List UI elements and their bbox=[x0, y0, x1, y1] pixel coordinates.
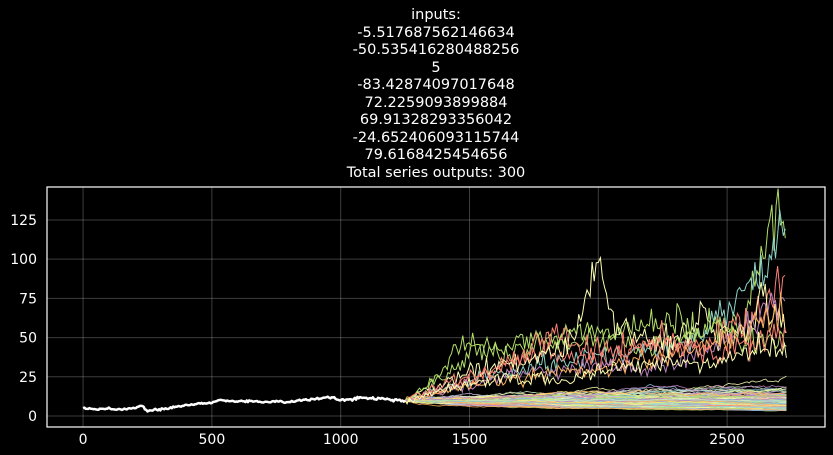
title-line: -50.535416280488256 bbox=[352, 42, 520, 58]
forecast-series-line bbox=[404, 303, 787, 404]
forecast-series-group bbox=[404, 188, 787, 412]
forecast-series-line bbox=[404, 331, 787, 406]
plot-frame bbox=[46, 186, 826, 428]
x-axis: 0 500 1000 1500 2000 2500 bbox=[79, 432, 745, 448]
title-line: -83.42874097017648 bbox=[357, 77, 515, 93]
y-axis: 0 25 50 75 100 125 bbox=[10, 213, 37, 425]
forecast-series-line bbox=[405, 398, 787, 402]
forecast-series-line bbox=[405, 394, 787, 402]
y-tick-label: 50 bbox=[19, 331, 37, 347]
x-tick-label: 0 bbox=[79, 432, 88, 448]
x-tick-label: 2500 bbox=[709, 432, 745, 448]
forecast-series-line bbox=[404, 255, 786, 403]
title-line: 69.91328293356042 bbox=[359, 112, 513, 128]
y-tick-label: 75 bbox=[19, 291, 37, 307]
chart-title: inputs: -5.517687562146634 -50.535416280… bbox=[47, 7, 825, 182]
forecast-series-line bbox=[405, 389, 787, 402]
x-tick-label: 2000 bbox=[580, 432, 616, 448]
x-tick-label: 1500 bbox=[452, 432, 488, 448]
title-line: 79.6168425454656 bbox=[364, 147, 508, 163]
forecast-series-line bbox=[405, 384, 787, 403]
title-line: inputs: bbox=[411, 7, 461, 23]
x-tick-label: 1000 bbox=[323, 432, 359, 448]
title-line: -24.652406093115744 bbox=[352, 129, 520, 146]
y-tick-label: 100 bbox=[10, 252, 37, 268]
forecast-series-line bbox=[404, 188, 786, 401]
forecast-series-line bbox=[404, 292, 786, 401]
x-tick-label: 500 bbox=[199, 432, 226, 448]
y-tick-label: 25 bbox=[19, 370, 37, 386]
title-line: -5.517687562146634 bbox=[357, 24, 515, 41]
grid bbox=[47, 187, 825, 427]
history-series-group bbox=[82, 395, 406, 413]
history-series-line bbox=[82, 395, 406, 413]
forecast-series-line bbox=[404, 320, 787, 404]
title-line: 5 bbox=[431, 59, 441, 76]
forecast-series-line bbox=[405, 400, 787, 411]
y-tick-label: 125 bbox=[10, 213, 37, 229]
forecast-series-line bbox=[405, 400, 787, 408]
y-tick-label: 0 bbox=[28, 409, 37, 425]
title-line: 72.2259093899884 bbox=[364, 94, 508, 111]
title-line: Total series outputs: 300 bbox=[346, 164, 526, 181]
